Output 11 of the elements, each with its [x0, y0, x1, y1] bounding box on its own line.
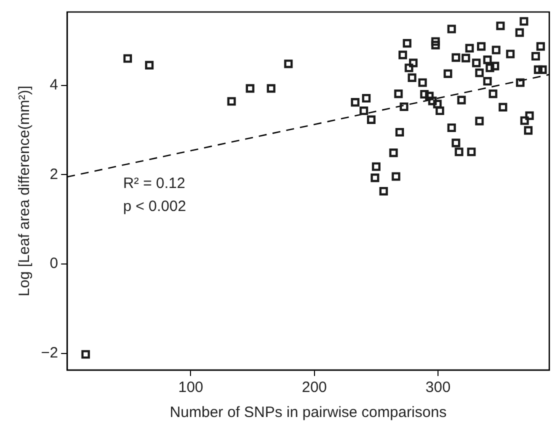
- annotation: R² = 0.12: [123, 175, 186, 192]
- x-axis-title: Number of SNPs in pairwise comparisons: [170, 404, 447, 422]
- y-axis-title: Log [Leaf area difference(mm²)]: [16, 86, 34, 296]
- y-tick-label: 4: [50, 76, 58, 94]
- y-tick-label: −2: [40, 344, 58, 362]
- x-tick-label: 100: [178, 379, 204, 396]
- y-tick-label: 0: [50, 255, 58, 272]
- y-tick-label: 2: [50, 166, 58, 183]
- x-tick-label: 200: [302, 379, 327, 396]
- annotation: p < 0.002: [123, 198, 186, 216]
- x-tick-label: 300: [426, 379, 451, 396]
